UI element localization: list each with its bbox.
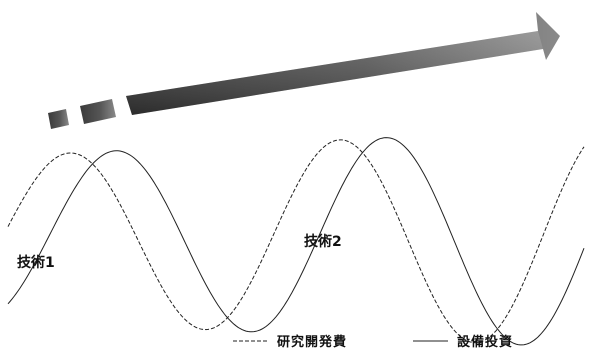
arrow-segment-1 [48, 109, 69, 129]
progress-arrow-icon [48, 12, 560, 129]
legend: 研究開発費 設備投資 [233, 334, 513, 350]
capex-wave [7, 137, 585, 346]
arrow-segment-2 [80, 99, 116, 124]
legend-research-label: 研究開発費 [277, 334, 347, 350]
research-cost-wave [7, 139, 585, 344]
tech1-label: 技術1 [17, 254, 55, 271]
tech2-label: 技術2 [304, 233, 342, 250]
arrow-body-shade [126, 31, 543, 115]
legend-capex-label: 設備投資 [457, 334, 513, 350]
